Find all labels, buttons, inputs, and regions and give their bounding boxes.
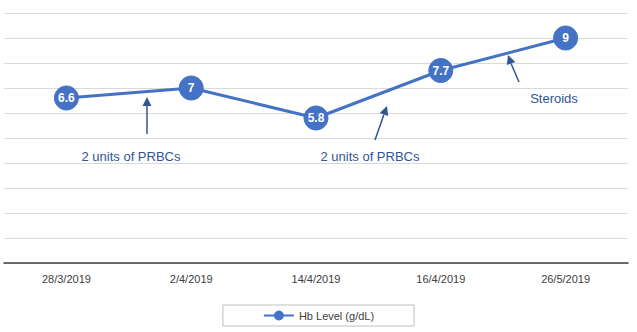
- svg-text:2 units of PRBCs: 2 units of PRBCs: [321, 149, 420, 164]
- svg-text:14/4/2019: 14/4/2019: [292, 273, 341, 285]
- svg-text:2/4/2019: 2/4/2019: [170, 273, 213, 285]
- svg-text:7: 7: [188, 81, 195, 95]
- svg-text:2 units of PRBCs: 2 units of PRBCs: [82, 149, 181, 164]
- svg-text:Steroids: Steroids: [530, 91, 578, 106]
- svg-text:26/5/2019: 26/5/2019: [541, 273, 590, 285]
- svg-text:16/4/2019: 16/4/2019: [416, 273, 465, 285]
- svg-text:6.6: 6.6: [58, 91, 75, 105]
- svg-text:5.8: 5.8: [308, 111, 325, 125]
- svg-text:7.7: 7.7: [432, 64, 449, 78]
- svg-text:Hb Level (g/dL): Hb Level (g/dL): [299, 310, 374, 322]
- svg-text:9: 9: [562, 31, 569, 45]
- svg-text:28/3/2019: 28/3/2019: [42, 273, 91, 285]
